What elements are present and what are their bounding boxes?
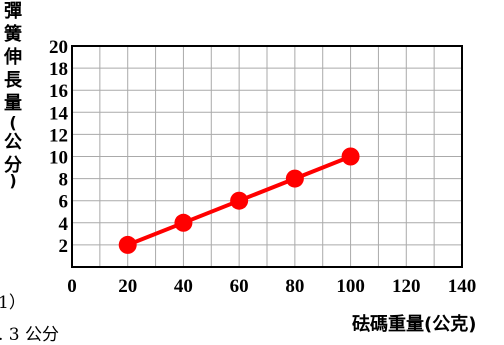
y-tick-label: 6 [59,192,69,213]
x-tick-label: 140 [448,276,477,297]
y-tick-label: 12 [49,125,68,146]
data-point [118,235,137,254]
x-tick-label: 40 [174,276,193,297]
y-tick-label: 14 [49,103,69,124]
data-point [174,213,193,232]
x-tick-label: 100 [336,276,365,297]
y-tick-label: 16 [49,81,68,102]
data-point [285,169,304,188]
plot-area [71,45,463,268]
y-tick-label: 20 [49,37,68,58]
data-point [341,147,360,166]
chart-grid [72,46,462,267]
y-tick-label: 4 [59,214,69,235]
x-tick-label: 120 [392,276,421,297]
series-layer [118,147,360,254]
x-tick-label: 20 [118,276,137,297]
x-tick-label: 60 [230,276,249,297]
y-tick-label: 8 [59,170,69,191]
y-axis-label: 彈簧伸長量(公分) [3,1,23,190]
x-tick-label: 0 [67,276,77,297]
x-tick-labels: 0 20 40 60 80 100 120 140 [67,276,476,297]
data-point [230,191,249,210]
y-tick-label: 10 [49,148,68,169]
y-tick-label: 18 [49,59,68,80]
cropped-text-line-1: 1） [0,293,26,313]
y-tick-label: 2 [59,236,69,257]
x-tick-label: 80 [285,276,304,297]
cropped-text-line-2: . 3 公分 [0,325,60,345]
x-axis-label: 砝碼重量(公克) [352,313,476,335]
